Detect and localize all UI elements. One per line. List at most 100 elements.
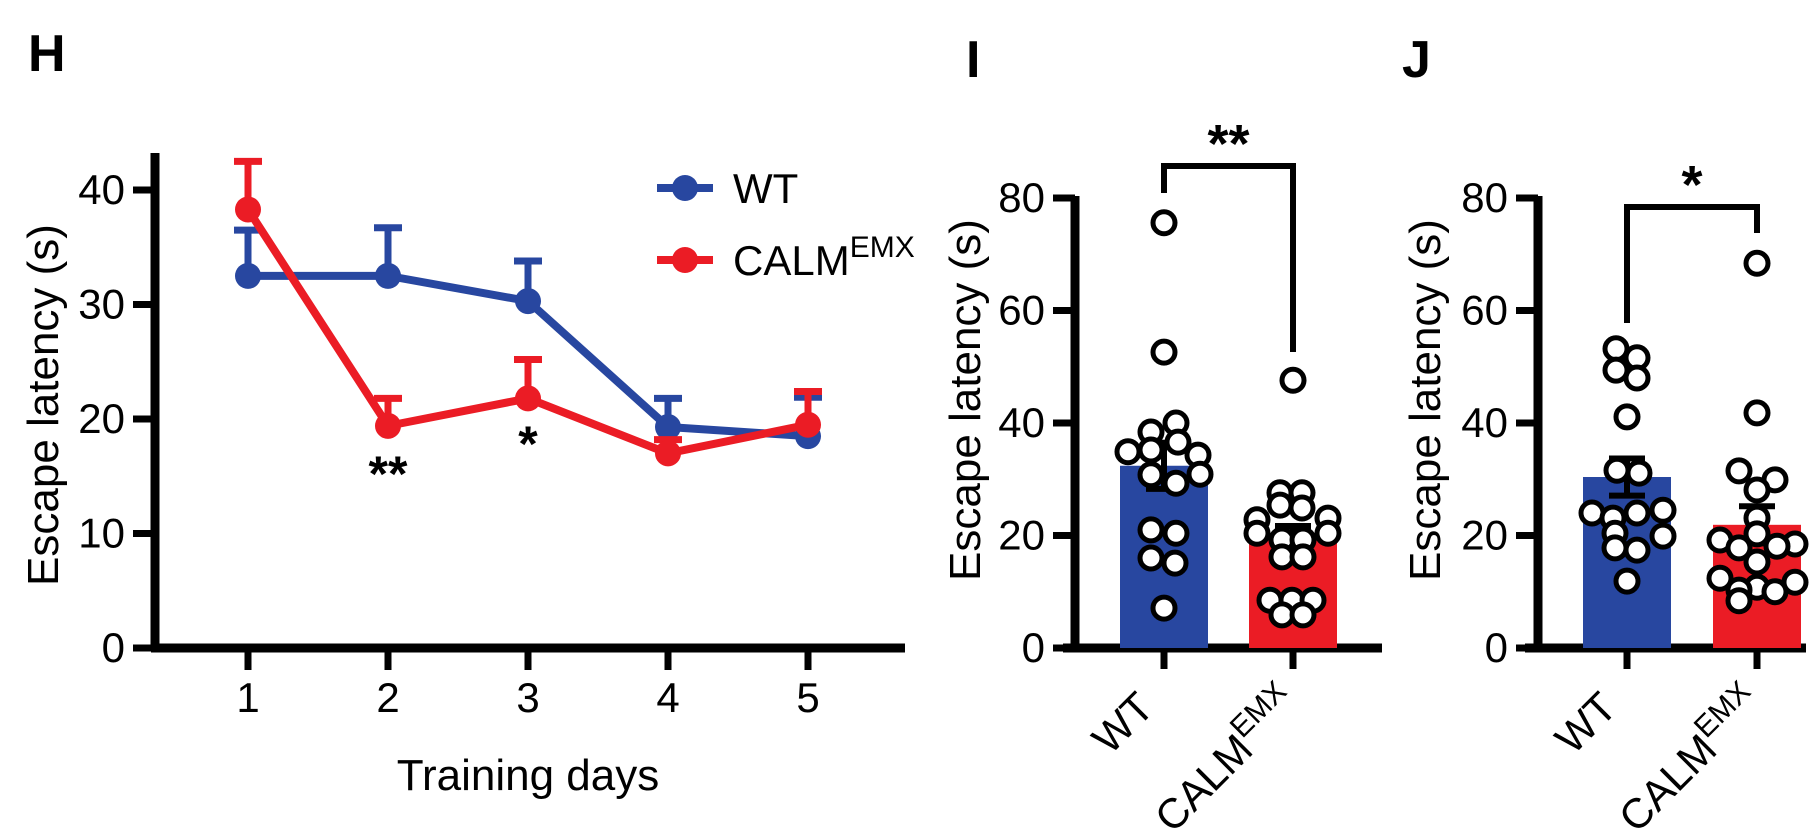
J-bar-group-CALMEMX (1706, 249, 1809, 669)
J-bar-group-WT (1578, 335, 1677, 669)
I-data-point (1162, 519, 1190, 547)
J-y-tick-label: 40 (1461, 399, 1508, 446)
I-data-point (1314, 519, 1342, 547)
J-data-point (1649, 522, 1677, 550)
h-data-point (375, 262, 401, 289)
I-y-tick-label: 0 (1022, 624, 1045, 671)
J-data-point (1743, 548, 1771, 576)
J-data-point (1625, 459, 1653, 487)
J-data-point (1763, 532, 1791, 560)
h-y-tick-label: 0 (102, 624, 125, 671)
I-category-label: CALMEMX (1141, 675, 1307, 828)
I-data-point (1137, 516, 1165, 544)
h-significance-1: * (518, 416, 538, 472)
J-data-point (1623, 536, 1651, 564)
panel-H-chart: 0 10 20 30 40 1 2 3 4 5 Training days Escape latenc… (19, 153, 915, 800)
panel-letter-H: H (28, 25, 66, 83)
I-y-tick-label: 80 (998, 174, 1045, 221)
h-x-tick-label: 3 (516, 674, 539, 721)
h-data-point (375, 412, 401, 439)
J-data-point (1603, 456, 1631, 484)
I-significance-bracket (1161, 163, 1296, 352)
I-y-tick-label: 40 (998, 399, 1045, 446)
I-data-point (1243, 519, 1271, 547)
J-data-point (1743, 476, 1771, 504)
J-y-axis-title: Escape latency (s) (1401, 219, 1450, 581)
J-data-point (1623, 364, 1651, 392)
h-legend-label: WT (733, 165, 798, 212)
I-data-point (1114, 438, 1142, 466)
h-data-point (795, 411, 821, 438)
h-y-tick-label: 40 (78, 166, 125, 213)
panel-letter-I: I (966, 31, 981, 89)
I-y-tick-label: 60 (998, 287, 1045, 334)
J-significance-stars: * (1681, 155, 1702, 215)
I-y-tick-label: 20 (998, 512, 1045, 559)
J-data-point (1743, 399, 1771, 427)
h-y-axis-title: Escape latency (s) (19, 224, 68, 586)
h-data-point (235, 196, 261, 223)
I-data-point (1289, 601, 1317, 629)
h-data-point (515, 385, 541, 412)
I-data-point (1164, 428, 1192, 456)
J-y-tick-label: 20 (1461, 512, 1508, 559)
I-data-point (1279, 366, 1307, 394)
h-x-axis-title: Training days (397, 751, 660, 800)
I-data-point (1150, 338, 1178, 366)
h-series-CALMEMX (234, 157, 822, 467)
panel-letter-J: J (1402, 31, 1431, 89)
h-legend: WT CALMEMX (657, 165, 915, 284)
h-x-tick-label: 2 (376, 674, 399, 721)
I-category-label: WT (1083, 683, 1162, 762)
J-data-point (1613, 403, 1641, 431)
h-x-tick-label: 1 (236, 674, 259, 721)
I-y-axis-title: Escape latency (s) (941, 219, 990, 581)
I-data-point (1266, 491, 1294, 519)
h-y-tick-label: 10 (78, 510, 125, 557)
h-data-point (235, 262, 261, 289)
h-x-tick-label: 4 (656, 674, 679, 721)
I-significance-stars: ** (1207, 114, 1249, 174)
h-y-tick-label: 30 (78, 281, 125, 328)
J-y-tick-label: 0 (1485, 624, 1508, 671)
I-data-point (1137, 544, 1165, 572)
I-bar-group-WT (1114, 209, 1214, 669)
h-legend-marker-dot (672, 175, 698, 201)
I-data-point (1162, 469, 1190, 497)
I-data-point (1150, 594, 1178, 622)
J-data-point (1649, 496, 1677, 524)
J-data-point (1623, 499, 1651, 527)
J-data-point (1725, 534, 1753, 562)
I-data-point (1186, 460, 1214, 488)
h-legend-marker-dot (672, 247, 698, 273)
I-data-point (1150, 209, 1178, 237)
h-x-tick-label: 5 (796, 674, 819, 721)
J-significance-bracket (1624, 204, 1760, 323)
J-data-point (1743, 249, 1771, 277)
J-data-point (1761, 578, 1789, 606)
J-category-label: CALMEMX (1605, 675, 1771, 828)
I-bar-group-CALMEMX (1243, 366, 1342, 669)
I-data-point (1137, 461, 1165, 489)
J-data-point (1613, 567, 1641, 595)
J-data-point (1601, 534, 1629, 562)
I-data-point (1288, 494, 1316, 522)
I-data-point (1137, 436, 1165, 464)
J-category-label: WT (1546, 683, 1625, 762)
h-legend-label: CALMEMX (733, 231, 915, 284)
J-data-point (1743, 520, 1771, 548)
J-y-tick-label: 80 (1461, 174, 1508, 221)
J-y-tick-label: 60 (1461, 287, 1508, 334)
h-significance-2: ** (369, 446, 408, 502)
I-data-point (1161, 549, 1189, 577)
h-y-tick-label: 20 (78, 395, 125, 442)
h-data-point (655, 414, 681, 441)
J-data-point (1725, 457, 1753, 485)
J-data-point (1725, 587, 1753, 615)
h-data-point (655, 440, 681, 467)
h-data-point (515, 288, 541, 315)
